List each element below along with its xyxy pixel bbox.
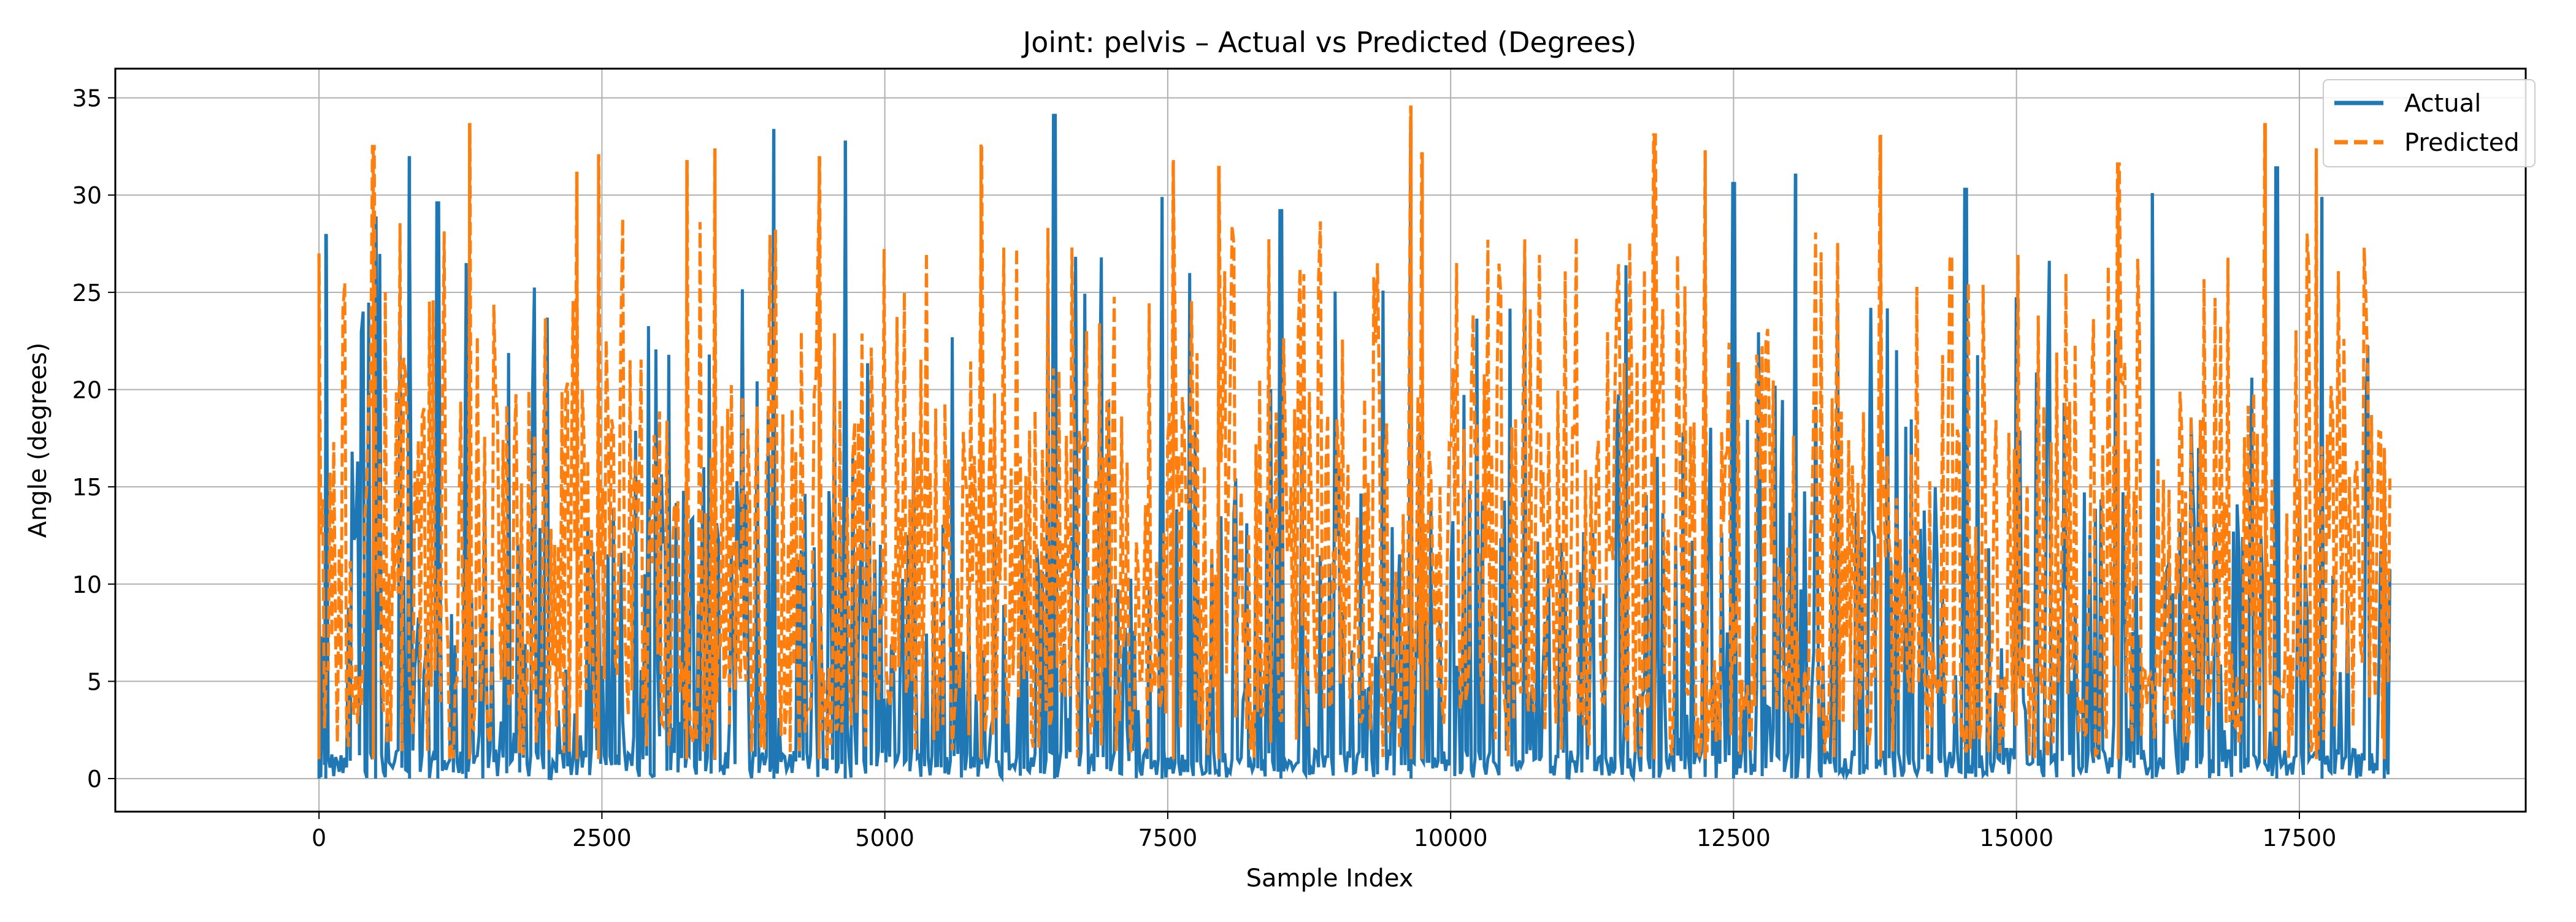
legend-actual-label: Actual [2404, 90, 2481, 118]
y-tick-label: 30 [72, 182, 102, 209]
x-axis-label: Sample Index [1246, 864, 1414, 893]
chart-title: Joint: pelvis – Actual vs Predicted (Deg… [1021, 26, 1637, 59]
y-tick-label: 35 [72, 85, 102, 112]
x-tick-label: 10000 [1414, 825, 1488, 852]
legend-predicted-label: Predicted [2404, 129, 2520, 157]
x-tick-label: 15000 [1979, 825, 2053, 852]
axes: 0 2500 5000 7500 10000 12500 15000 17500 0 5 10 15 2… [72, 85, 2337, 852]
plot-frame [114, 67, 2527, 813]
series-layer [317, 105, 2392, 783]
x-tick-label: 17500 [2263, 825, 2337, 852]
y-tick-label: 20 [72, 377, 102, 404]
x-tick-label: 0 [312, 825, 326, 852]
y-tick-label: 5 [87, 668, 102, 695]
y-tick-label: 10 [72, 571, 102, 598]
y-tick-label: 25 [72, 280, 102, 307]
x-tick-label: 12500 [1696, 825, 1771, 852]
x-tick-label: 7500 [1138, 825, 1198, 852]
y-tick-label: 15 [72, 474, 102, 501]
y-axis-label: Angle (degrees) [24, 343, 52, 538]
series-line-predicted [317, 105, 2392, 760]
x-tick-label: 5000 [855, 825, 914, 852]
x-tick-label: 2500 [572, 825, 632, 852]
y-tick-label: 0 [87, 766, 102, 793]
legend: Actual Predicted [2323, 79, 2536, 167]
